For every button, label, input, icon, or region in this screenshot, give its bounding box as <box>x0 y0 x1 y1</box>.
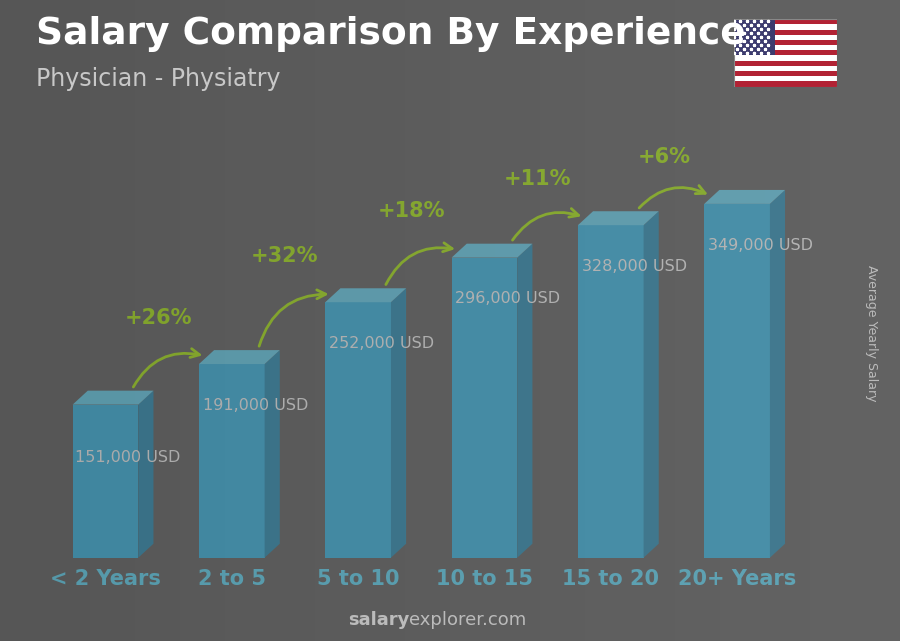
Polygon shape <box>704 204 770 558</box>
Bar <box>90 0 135 641</box>
Polygon shape <box>199 364 265 558</box>
Bar <box>405 0 450 641</box>
Bar <box>45 0 90 641</box>
Polygon shape <box>518 244 533 558</box>
Bar <box>270 0 315 641</box>
Bar <box>630 0 675 641</box>
Bar <box>734 50 837 56</box>
Text: 328,000 USD: 328,000 USD <box>581 259 687 274</box>
Text: +6%: +6% <box>637 147 690 167</box>
Bar <box>135 0 180 641</box>
Bar <box>0 0 45 641</box>
Bar <box>675 0 720 641</box>
Text: Salary Comparison By Experience: Salary Comparison By Experience <box>36 16 746 52</box>
Text: +18%: +18% <box>377 201 445 221</box>
Text: Physician - Physiatry: Physician - Physiatry <box>36 67 281 91</box>
Bar <box>734 61 837 66</box>
Bar <box>734 45 837 50</box>
Polygon shape <box>578 212 659 225</box>
Polygon shape <box>452 244 533 258</box>
Bar <box>495 0 540 641</box>
Text: explorer.com: explorer.com <box>410 612 526 629</box>
Bar <box>734 29 837 35</box>
Bar <box>450 0 495 641</box>
Polygon shape <box>452 258 518 558</box>
Text: 252,000 USD: 252,000 USD <box>329 336 434 351</box>
Text: 349,000 USD: 349,000 USD <box>708 238 813 253</box>
Bar <box>734 71 837 76</box>
Bar <box>734 40 837 45</box>
Polygon shape <box>73 404 139 558</box>
Polygon shape <box>578 225 644 558</box>
Text: 296,000 USD: 296,000 USD <box>455 291 561 306</box>
Bar <box>734 24 837 29</box>
Polygon shape <box>770 190 785 558</box>
Bar <box>180 0 225 641</box>
Bar <box>315 0 360 641</box>
Polygon shape <box>644 212 659 558</box>
Bar <box>855 0 900 641</box>
Bar <box>734 76 837 81</box>
Polygon shape <box>265 350 280 558</box>
Bar <box>734 19 775 56</box>
Polygon shape <box>391 288 406 558</box>
Bar <box>734 56 837 61</box>
Polygon shape <box>199 350 280 364</box>
Bar <box>225 0 270 641</box>
Bar <box>585 0 630 641</box>
Text: Average Yearly Salary: Average Yearly Salary <box>865 265 878 401</box>
Text: salary: salary <box>348 612 410 629</box>
Bar <box>720 0 765 641</box>
Bar <box>734 81 837 87</box>
Polygon shape <box>325 288 406 302</box>
Text: 191,000 USD: 191,000 USD <box>202 397 308 413</box>
Polygon shape <box>73 390 154 404</box>
Bar <box>734 35 837 40</box>
Bar <box>734 66 837 71</box>
Text: +32%: +32% <box>251 246 319 266</box>
Polygon shape <box>325 302 391 558</box>
Polygon shape <box>704 190 785 204</box>
Bar <box>765 0 810 641</box>
Bar <box>360 0 405 641</box>
Text: +11%: +11% <box>504 169 572 188</box>
Bar <box>734 19 837 24</box>
Bar <box>540 0 585 641</box>
Text: +26%: +26% <box>125 308 193 328</box>
Text: 151,000 USD: 151,000 USD <box>76 451 181 465</box>
Polygon shape <box>139 390 154 558</box>
Bar <box>810 0 855 641</box>
